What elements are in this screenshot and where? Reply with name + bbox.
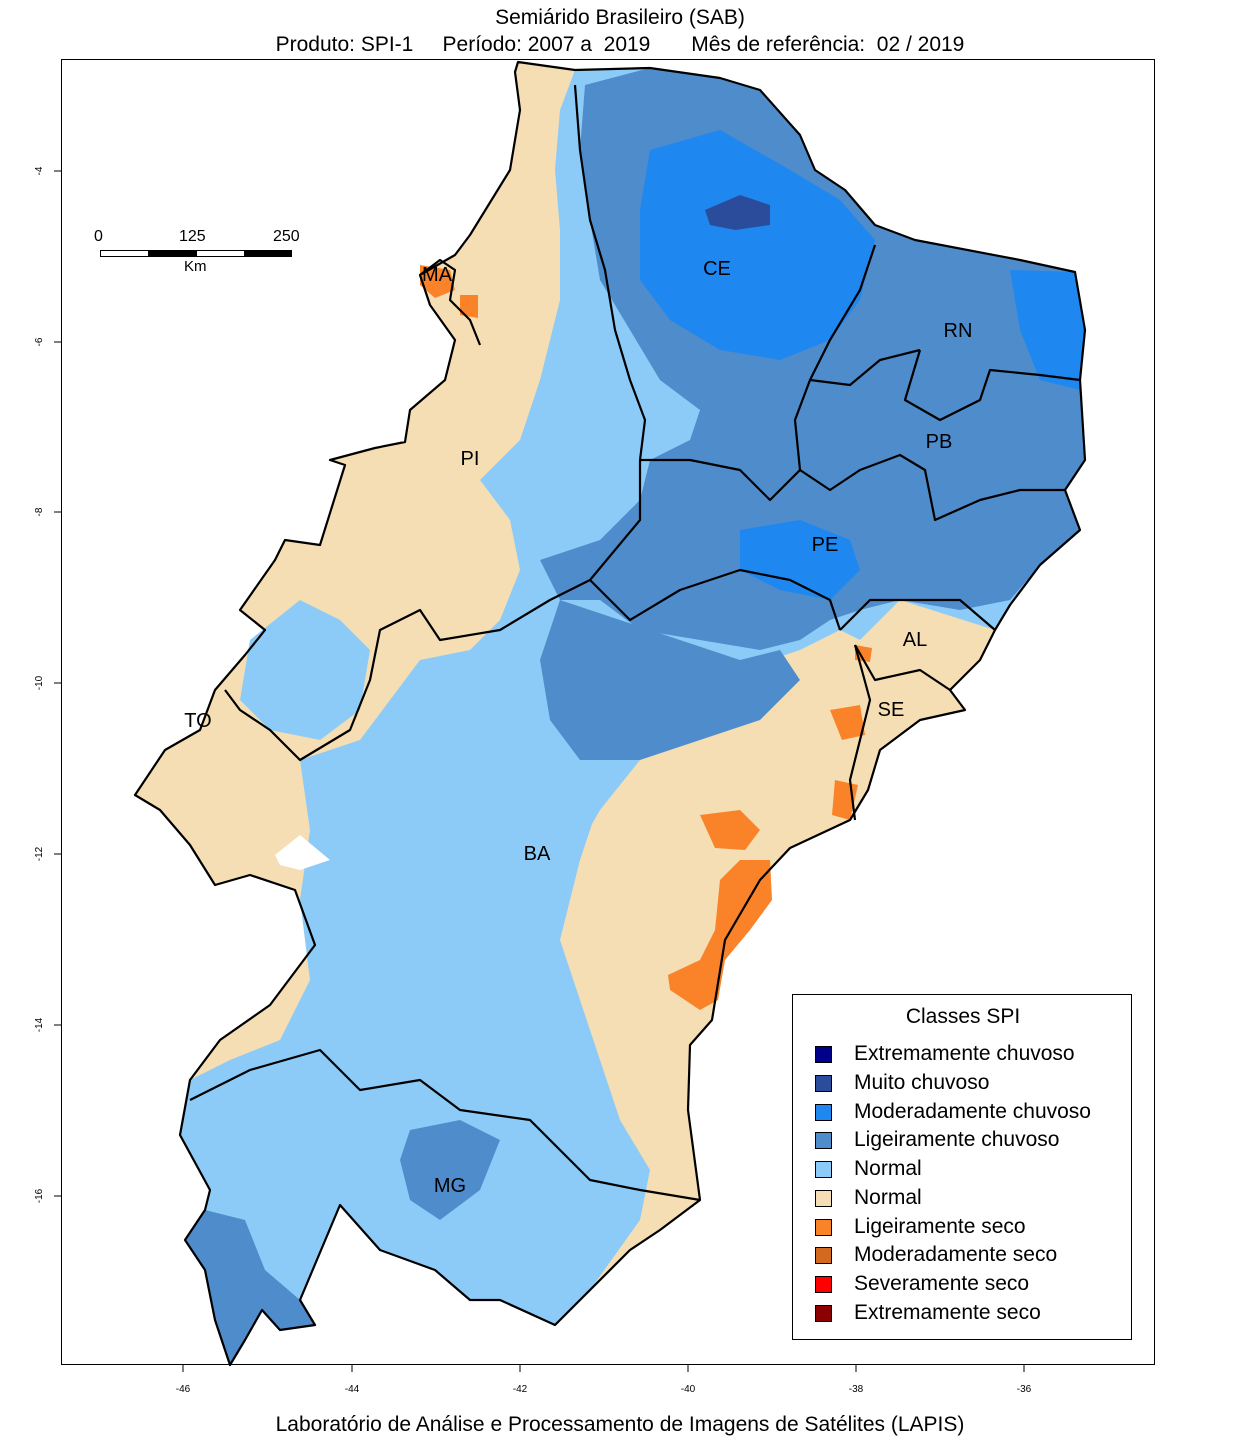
state-labels: CE RN PB PI PE AL SE BA MG MA TO — [184, 258, 972, 1197]
legend-item: Normal — [815, 1185, 922, 1211]
state-label-mg: MG — [434, 1175, 466, 1197]
y-tick-label: -10 — [34, 675, 45, 690]
zone-normal-wet-west — [240, 600, 370, 740]
legend-swatch — [815, 1218, 832, 1236]
legend-item: Normal — [815, 1156, 922, 1182]
legend-label: Moderadamente chuvoso — [854, 1100, 1091, 1123]
legend-item: Muito chuvoso — [815, 1070, 989, 1096]
legend-item: Extremamente seco — [815, 1300, 1041, 1326]
scale-bar-label-250: 250 — [273, 228, 300, 245]
legend-title: Classes SPI — [905, 1005, 1021, 1028]
y-tick-label: -4 — [34, 166, 45, 175]
state-label-al: AL — [903, 629, 927, 651]
state-label-ba: BA — [524, 843, 551, 865]
zone-muito-chuvoso — [705, 195, 770, 230]
footer-credit: Laboratório de Análise e Processamento d… — [275, 1413, 965, 1436]
y-tick-label: -16 — [34, 1188, 45, 1203]
y-tick-label: -12 — [34, 846, 45, 861]
x-tick-label: -42 — [513, 1384, 528, 1395]
zone-ligeiramente-seco-ba-north — [700, 810, 760, 850]
state-label-ma: MA — [422, 264, 453, 286]
legend-item: Moderadamente chuvoso — [815, 1099, 1091, 1125]
legend-swatch — [815, 1304, 832, 1322]
legend-swatch — [815, 1045, 832, 1063]
legend-label: Muito chuvoso — [854, 1071, 990, 1094]
x-tick-label: -46 — [176, 1384, 191, 1395]
zone-moderadamente-chuvoso-pe — [740, 520, 860, 600]
legend-label: Ligeiramente seco — [854, 1215, 1026, 1238]
zone-ligeiramente-seco-ma — [420, 265, 455, 298]
zone-ligeiramente-seco-ma2 — [460, 295, 478, 318]
x-tick-label: -44 — [345, 1384, 360, 1395]
state-label-ce: CE — [703, 258, 731, 280]
legend-swatch — [815, 1160, 832, 1178]
legend-label: Normal — [854, 1157, 922, 1180]
scale-bar-graphic — [100, 250, 292, 257]
axis-ticks — [54, 170, 1025, 1372]
legend: Classes SPI Extremamente chuvoso Muito c… — [792, 994, 1132, 1340]
zone-moderadamente-chuvoso-ce — [640, 130, 875, 360]
legend-label: Severamente seco — [854, 1272, 1030, 1295]
map-title: Semiárido Brasileiro (SAB) — [495, 6, 745, 29]
legend-swatch — [815, 1074, 832, 1092]
map-subtitle: Produto: SPI-1 Período: 2007 a 2019 Mês … — [275, 33, 965, 56]
scale-bar-label-125: 125 — [179, 228, 206, 245]
x-tick-label: -40 — [681, 1384, 696, 1395]
state-label-pi: PI — [461, 448, 480, 470]
zone-normal-wet-south — [180, 650, 650, 1365]
legend-swatch — [815, 1103, 832, 1121]
legend-item: Moderadamente seco — [815, 1242, 1057, 1268]
legend-label: Extremamente seco — [854, 1301, 1041, 1324]
zone-ligeiramente-seco-se — [830, 705, 865, 740]
legend-item: Ligeiramente seco — [815, 1214, 1026, 1240]
zone-ligeiramente-chuvoso-mg — [400, 1120, 500, 1220]
legend-label: Normal — [854, 1186, 922, 1209]
scale-bar: 0 125 250 Km — [94, 228, 305, 278]
legend-label: Moderadamente seco — [854, 1243, 1058, 1266]
legend-item: Severamente seco — [815, 1271, 1029, 1297]
legend-item: Ligeiramente chuvoso — [815, 1127, 1059, 1153]
x-tick-label: -38 — [849, 1384, 864, 1395]
state-label-to: TO — [184, 710, 211, 732]
x-tick-label: -36 — [1017, 1384, 1032, 1395]
x-tick-labels: -46 -44 -42 -40 -38 -36 — [176, 1384, 1032, 1395]
legend-label: Extremamente chuvoso — [854, 1042, 1075, 1065]
map-frame — [61, 59, 1155, 1365]
zone-moderadamente-chuvoso-rn — [1010, 270, 1085, 390]
state-label-se: SE — [878, 699, 905, 721]
legend-swatch — [815, 1275, 832, 1293]
scale-bar-label-0: 0 — [94, 228, 103, 245]
zone-no-data — [275, 835, 330, 870]
zone-ligeiramente-seco-ba-coast — [668, 860, 772, 1010]
legend-label: Ligeiramente chuvoso — [854, 1128, 1060, 1151]
legend-swatch — [815, 1246, 832, 1264]
y-tick-labels: -4 -6 -8 -10 -12 -14 -16 — [34, 166, 45, 1203]
legend-swatch — [815, 1131, 832, 1149]
legend-item: Extremamente chuvoso — [815, 1041, 1075, 1067]
y-tick-label: -14 — [34, 1017, 45, 1032]
scale-bar-unit: Km — [184, 258, 207, 275]
state-label-rn: RN — [944, 320, 973, 342]
y-tick-label: -8 — [34, 507, 45, 516]
state-label-pe: PE — [812, 534, 839, 556]
legend-swatch — [815, 1189, 832, 1207]
y-tick-label: -6 — [34, 337, 45, 346]
state-borders — [133, 60, 1087, 1367]
zone-ligeiramente-chuvoso-ba — [540, 600, 800, 760]
state-label-pb: PB — [926, 431, 953, 453]
